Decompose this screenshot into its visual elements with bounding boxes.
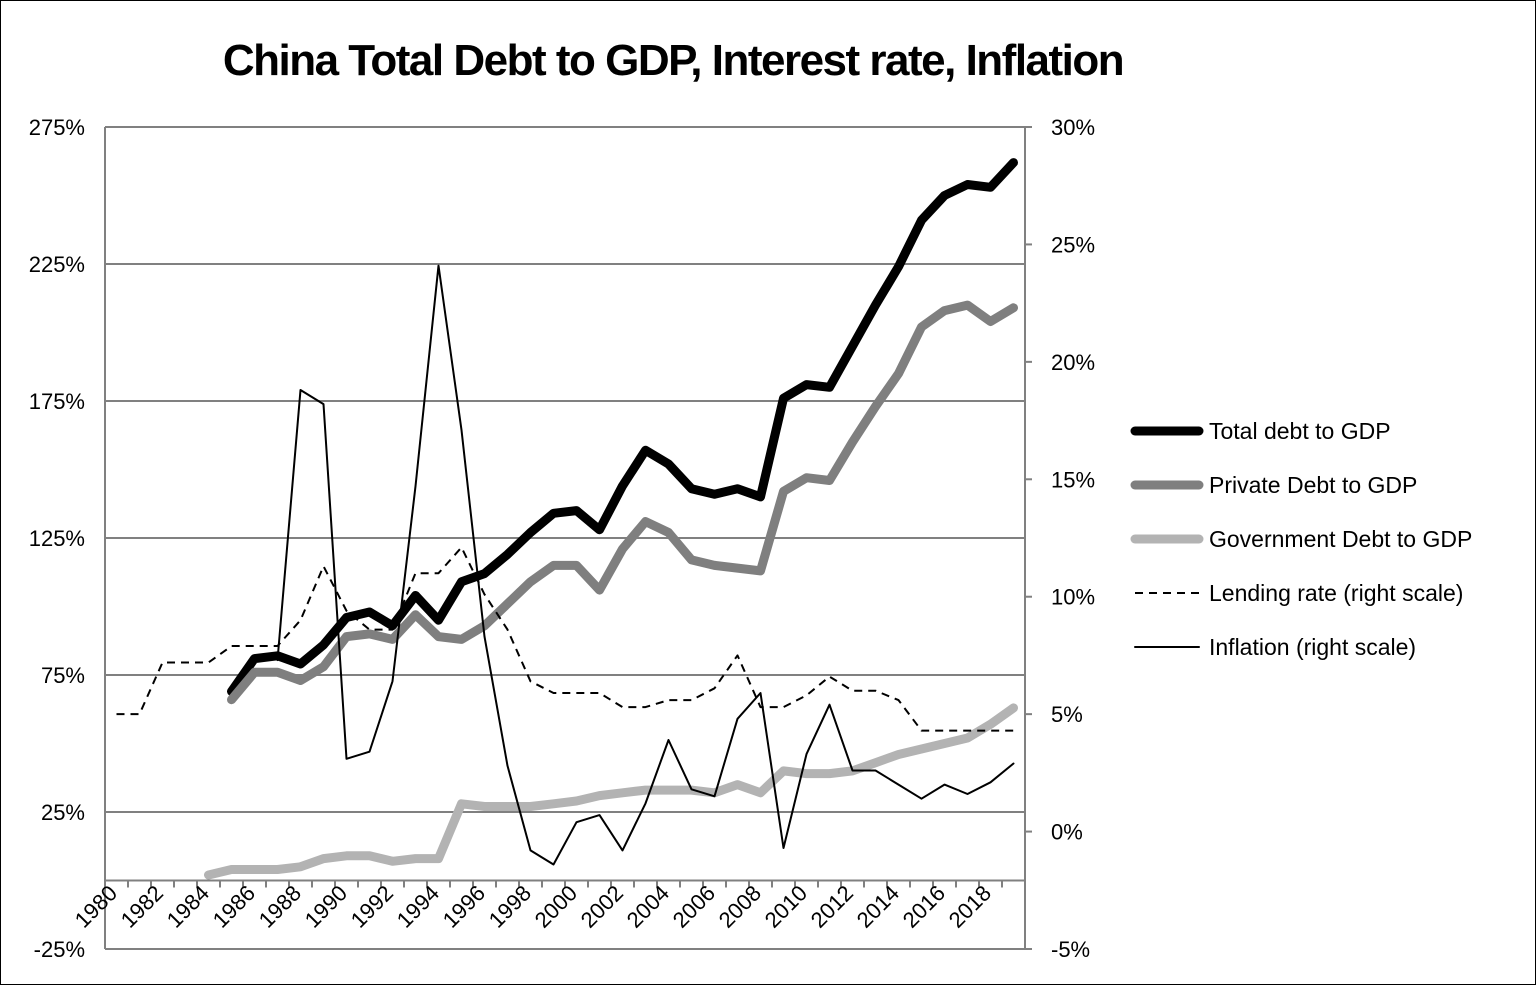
series-line-1 [227,300,1018,705]
legend-label: Inflation (right scale) [1209,634,1416,660]
right-tick-label: 30% [1051,115,1095,140]
series-line-3 [116,546,1014,732]
x-tick-label: 2006 [668,880,720,932]
left-tick-label: 75% [41,663,85,688]
series-line-4 [276,264,1015,866]
x-tick-label: 2008 [714,880,766,932]
right-tick-label: 20% [1051,350,1095,375]
x-tick-label: 1990 [300,880,352,932]
x-tick-label: 1986 [208,880,260,932]
chart-title: China Total Debt to GDP, Interest rate, … [223,36,1123,85]
x-tick-label: 2014 [852,880,904,932]
left-tick-label: -25% [34,937,85,962]
x-tick-label: 2010 [760,880,812,932]
x-tick-label: 1992 [346,880,398,932]
left-axis-ticks: 275% 225% 175% 125% 75% 25% -25% [29,115,85,962]
x-tick-label: 2016 [898,880,950,932]
x-tick-label: 1998 [484,880,536,932]
x-tick-label: 1982 [116,880,168,932]
series-line-0 [227,158,1018,696]
right-tick-label: 15% [1051,467,1095,492]
right-axis-ticks: 30% 25% 20% 15% 10% 5% 0% -5% [1051,115,1095,962]
legend: Total debt to GDP Private Debt to GDP Gove… [1130,418,1472,660]
series-line-2 [204,703,1018,880]
gridlines [105,126,1025,950]
x-tick-label: 1996 [438,880,490,932]
right-tick-label: 5% [1051,702,1083,727]
legend-label: Private Debt to GDP [1209,472,1417,498]
x-axis-ticks: 1980198219841986198819901992199419961998… [70,880,996,932]
x-tick-label: 2002 [576,880,628,932]
left-tick-label: 225% [29,252,85,277]
x-tick-label: 2012 [806,880,858,932]
x-tick-label: 1984 [162,880,214,932]
left-tick-label: 275% [29,115,85,140]
right-tick-label: 10% [1051,585,1095,610]
legend-label: Lending rate (right scale) [1209,580,1463,606]
x-tick-label: 2004 [622,880,674,932]
left-tick-label: 25% [41,800,85,825]
x-tick-label: 1988 [254,880,306,932]
x-tick-label: 1994 [392,880,444,932]
x-tick-label: 2018 [944,880,996,932]
legend-label: Total debt to GDP [1209,418,1391,444]
legend-label: Government Debt to GDP [1209,526,1472,552]
left-tick-label: 175% [29,389,85,414]
right-tick-label: -5% [1051,937,1090,962]
right-tick-label: 0% [1051,820,1083,845]
right-tick-label: 25% [1051,232,1095,257]
x-tick-label: 2000 [530,880,582,932]
series-lines [116,158,1018,880]
left-tick-label: 125% [29,526,85,551]
axes [104,126,1032,950]
x-tick-label: 1980 [70,880,122,932]
